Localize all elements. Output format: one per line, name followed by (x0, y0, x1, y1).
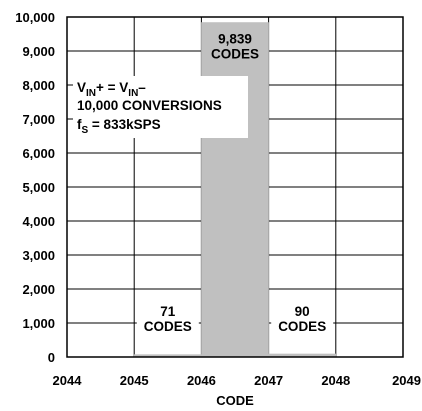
x-tick-label: 2044 (53, 373, 83, 388)
bar-label: 71 (160, 304, 176, 319)
bar-label: 90 (295, 304, 310, 319)
x-tick-label: 2046 (187, 373, 216, 388)
x-axis-title: CODE (216, 393, 254, 408)
bar-label: CODES (144, 319, 192, 334)
annotation-line-fs: fS = 833kSPS (77, 117, 161, 136)
annotation-line-vin: VIN+ = VIN– (77, 80, 146, 99)
x-tick-label: 2049 (392, 373, 421, 388)
y-tick-label: 9,000 (22, 44, 55, 59)
plot-frame (66, 16, 404, 358)
bar-label-background (271, 301, 334, 339)
annotation-line-conversions: 10,000 CONVERSIONS (77, 98, 222, 113)
y-tick-label: 6,000 (22, 146, 55, 161)
bar-label: CODES (278, 319, 326, 334)
y-tick-label: 8,000 (22, 78, 55, 93)
y-tick-label: 4,000 (22, 214, 55, 229)
bar-label: 9,839 (218, 31, 252, 46)
bar-label: CODES (211, 46, 259, 61)
bar (201, 22, 269, 358)
conditions-annotation: VIN+ = VIN– 10,000 CONVERSIONS fS = 833k… (73, 76, 248, 138)
x-axis-ticks: 2044 2045 2046 2047 2048 2049 (53, 373, 421, 388)
y-tick-label: 5,000 (22, 180, 55, 195)
annotation-background (73, 76, 248, 138)
y-tick-label: 0 (48, 350, 55, 365)
y-tick-label: 2,000 (22, 282, 55, 297)
bar-label-background (136, 301, 199, 339)
y-axis-ticks: 0 1,000 2,000 3,000 4,000 5,000 6,000 7,000 8,00… (15, 10, 55, 365)
x-tick-label: 2045 (120, 373, 149, 388)
y-tick-label: 10,000 (15, 10, 55, 25)
x-tick-label: 2048 (321, 373, 350, 388)
y-tick-label: 1,000 (22, 316, 55, 331)
y-tick-label: 3,000 (22, 248, 55, 263)
y-tick-label: 7,000 (22, 112, 55, 127)
x-tick-label: 2047 (254, 373, 283, 388)
